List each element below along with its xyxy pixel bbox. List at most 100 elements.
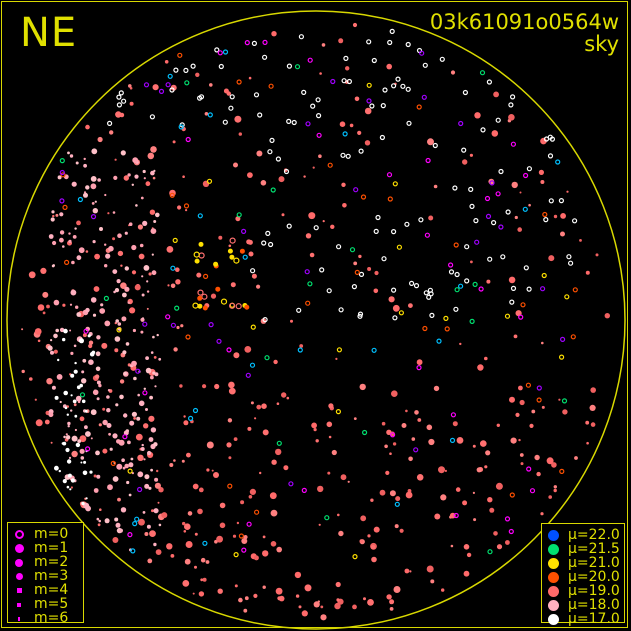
star-marker bbox=[130, 548, 136, 554]
star-marker bbox=[186, 452, 191, 458]
star-marker bbox=[461, 147, 467, 153]
star-marker bbox=[95, 366, 101, 372]
star-marker bbox=[369, 103, 375, 109]
star-marker bbox=[63, 435, 66, 439]
star-marker bbox=[257, 112, 263, 118]
star-marker bbox=[134, 284, 141, 291]
star-marker bbox=[228, 387, 236, 395]
star-marker bbox=[100, 303, 104, 307]
star-marker bbox=[172, 237, 178, 243]
star-marker bbox=[514, 215, 518, 220]
star-marker bbox=[173, 347, 178, 352]
star-marker bbox=[269, 492, 277, 500]
star-marker bbox=[166, 246, 174, 253]
star-marker bbox=[158, 523, 162, 527]
star-marker bbox=[149, 209, 156, 215]
star-marker bbox=[463, 544, 470, 550]
star-marker bbox=[373, 228, 379, 234]
star-marker bbox=[453, 512, 459, 519]
star-marker bbox=[48, 412, 54, 418]
star-marker bbox=[222, 119, 228, 125]
star-marker bbox=[386, 63, 393, 70]
star-marker bbox=[145, 181, 151, 187]
star-marker bbox=[525, 382, 532, 388]
star-marker bbox=[473, 518, 477, 522]
star-marker bbox=[122, 434, 128, 440]
star-marker bbox=[61, 442, 64, 445]
star-marker bbox=[313, 225, 319, 231]
star-marker bbox=[328, 403, 334, 409]
color-dot-icon bbox=[542, 572, 564, 584]
star-marker bbox=[73, 403, 77, 407]
star-marker bbox=[249, 488, 256, 495]
star-marker bbox=[541, 272, 547, 279]
star-marker bbox=[551, 462, 557, 468]
star-marker bbox=[93, 286, 100, 292]
star-marker bbox=[564, 294, 570, 300]
star-marker bbox=[294, 571, 302, 579]
star-marker bbox=[453, 242, 459, 248]
star-marker bbox=[484, 465, 488, 469]
star-marker bbox=[114, 348, 119, 353]
star-marker bbox=[74, 414, 78, 418]
star-marker bbox=[345, 153, 351, 159]
star-marker bbox=[104, 518, 110, 524]
star-marker bbox=[91, 148, 98, 155]
star-marker bbox=[98, 423, 102, 427]
star-marker bbox=[477, 364, 484, 371]
star-marker bbox=[493, 91, 499, 98]
star-marker bbox=[381, 421, 386, 426]
star-marker bbox=[125, 342, 130, 346]
star-marker bbox=[327, 471, 331, 475]
star-marker bbox=[96, 517, 100, 521]
legend-row-m1: m=1 bbox=[8, 541, 83, 556]
star-marker bbox=[250, 401, 254, 405]
star-marker bbox=[391, 287, 397, 293]
star-marker bbox=[185, 209, 188, 212]
color-dot-icon bbox=[542, 614, 564, 626]
star-marker bbox=[464, 244, 470, 250]
star-marker bbox=[144, 474, 150, 480]
star-marker bbox=[184, 80, 190, 86]
star-marker bbox=[101, 342, 108, 349]
star-marker bbox=[413, 283, 420, 289]
star-marker bbox=[386, 429, 392, 435]
star-marker bbox=[64, 406, 68, 410]
star-marker bbox=[94, 253, 100, 260]
star-marker bbox=[109, 447, 113, 451]
star-marker bbox=[307, 281, 313, 287]
star-marker bbox=[62, 337, 66, 342]
star-marker bbox=[122, 292, 127, 298]
star-marker bbox=[528, 203, 531, 207]
star-marker bbox=[318, 523, 321, 526]
star-marker bbox=[103, 295, 110, 301]
star-marker bbox=[51, 385, 56, 390]
star-marker bbox=[421, 94, 427, 100]
star-marker bbox=[115, 111, 122, 118]
star-marker bbox=[164, 60, 169, 64]
star-marker bbox=[132, 157, 139, 164]
star-marker bbox=[536, 385, 542, 391]
star-marker bbox=[406, 120, 412, 126]
star-marker bbox=[223, 88, 229, 94]
star-marker bbox=[275, 156, 281, 162]
star-marker bbox=[454, 271, 460, 278]
star-marker bbox=[71, 435, 78, 442]
star-marker bbox=[324, 515, 330, 521]
star-marker bbox=[188, 415, 194, 421]
star-marker bbox=[541, 405, 545, 409]
star-marker bbox=[102, 448, 108, 454]
star-marker bbox=[59, 400, 62, 404]
star-marker bbox=[522, 172, 529, 179]
star-marker bbox=[137, 393, 140, 397]
star-marker bbox=[167, 73, 173, 79]
star-marker bbox=[469, 318, 475, 324]
star-marker bbox=[28, 271, 36, 279]
star-marker bbox=[328, 435, 332, 439]
star-marker bbox=[335, 409, 341, 415]
star-marker bbox=[137, 471, 144, 478]
star-marker bbox=[343, 55, 349, 62]
legend-row-mu: μ=20.0 bbox=[542, 570, 624, 585]
star-marker bbox=[393, 586, 401, 593]
